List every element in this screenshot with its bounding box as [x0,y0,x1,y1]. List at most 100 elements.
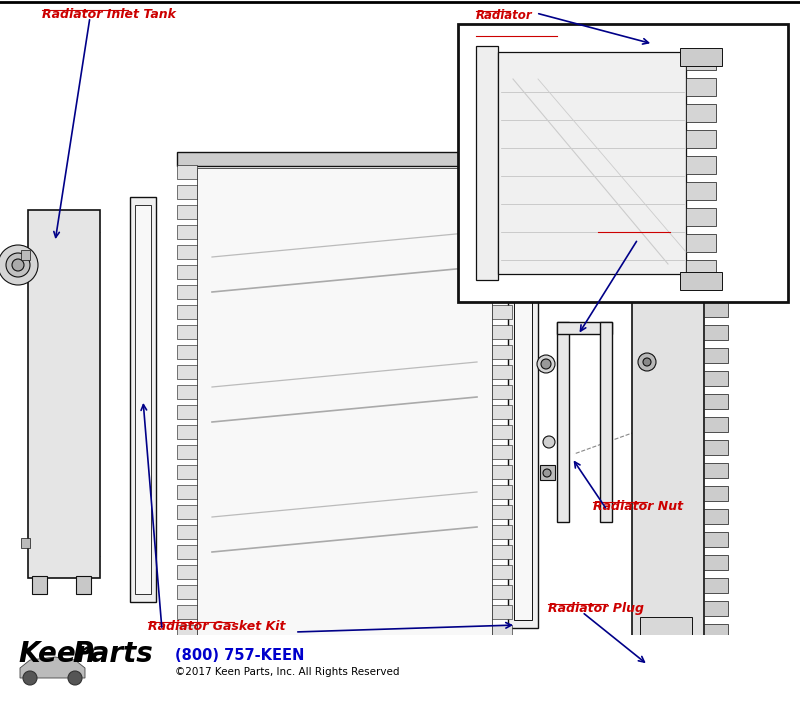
Text: Radiator Gasket Kit: Radiator Gasket Kit [476,34,606,47]
Bar [492,165,512,179]
Bar [492,305,512,319]
Bar [704,440,728,455]
Bar [492,245,512,259]
Bar [704,624,728,639]
Circle shape [638,353,656,371]
Bar [492,525,512,539]
Bar [177,445,197,459]
Bar [704,601,728,616]
Bar [492,545,512,559]
Text: Radiator Nut: Radiator Nut [593,500,683,513]
Text: ©2017 Keen Parts, Inc. All Rights Reserved: ©2017 Keen Parts, Inc. All Rights Reserv… [175,667,399,677]
Bar [197,168,492,638]
Circle shape [537,355,555,373]
Bar [557,322,612,334]
Bar [704,417,728,432]
Bar [704,210,728,225]
Bar [492,325,512,339]
Bar [476,46,498,280]
Bar [699,702,719,720]
Bar [130,197,156,602]
Text: (800) 757-KEEN: (800) 757-KEEN [175,648,304,663]
Bar [492,465,512,479]
Bar [177,465,197,479]
Bar [686,260,716,278]
Bar [640,617,692,652]
Bar [492,365,512,379]
Bar [686,182,716,200]
Bar [600,322,612,522]
Bar [177,205,197,219]
Bar [514,178,532,620]
Bar [177,152,512,166]
Bar [686,130,716,148]
Bar [540,465,555,480]
Circle shape [652,109,672,129]
Bar [492,505,512,519]
Bar [628,137,704,157]
Circle shape [68,671,82,685]
Bar [177,585,197,599]
Bar [492,425,512,439]
Bar [32,576,47,594]
Bar [21,250,30,260]
Bar [177,605,197,619]
Bar [0,635,800,720]
Bar [492,265,512,279]
Bar [704,647,728,662]
Bar [177,245,197,259]
Bar [492,585,512,599]
Text: Keen: Keen [18,640,95,668]
Bar [177,285,197,299]
Bar [492,565,512,579]
Bar [492,225,512,239]
Text: Radiator Plug: Radiator Plug [548,602,644,615]
Bar [21,538,30,548]
Circle shape [543,436,555,448]
Bar [492,385,512,399]
Text: Radiator: Radiator [476,9,533,22]
Bar [508,170,538,628]
Bar [704,348,728,363]
Text: Parts: Parts [72,640,153,668]
Bar [492,625,512,639]
Bar [492,445,512,459]
Bar [177,225,197,239]
Bar [135,205,151,594]
Text: Radiator Inlet Tank: Radiator Inlet Tank [42,8,176,21]
Bar [458,24,788,302]
Bar [686,208,716,226]
Circle shape [543,469,551,477]
Bar [557,322,569,522]
Bar [647,119,677,137]
Bar [686,78,716,96]
Bar [622,670,706,704]
Bar [177,165,197,179]
Bar [704,463,728,478]
Bar [704,187,728,202]
Bar [28,210,100,578]
Bar [177,525,197,539]
Bar [640,182,692,232]
Bar [686,52,716,70]
Bar [492,185,512,199]
Circle shape [12,259,24,271]
Bar [704,371,728,386]
Bar [704,233,728,248]
Bar [177,425,197,439]
Bar [704,532,728,547]
Bar [177,185,197,199]
Bar [177,325,197,339]
Bar [177,565,197,579]
Bar [704,279,728,294]
Bar [177,505,197,519]
Bar [680,272,722,290]
Bar [704,325,728,340]
Bar [177,365,197,379]
Circle shape [541,359,551,369]
Bar [686,234,716,252]
Bar [704,555,728,570]
Bar [632,152,704,672]
Polygon shape [20,657,85,678]
Bar [492,285,512,299]
